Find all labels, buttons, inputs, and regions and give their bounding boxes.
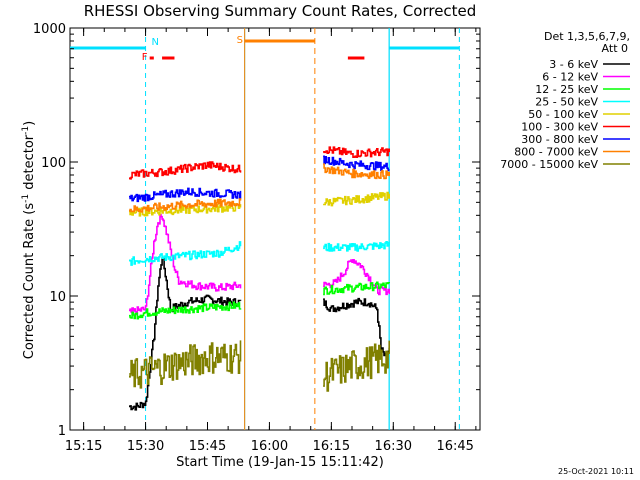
series-line-3 [323,281,391,296]
data-gap-markers [145,28,460,430]
timestamp: 25-Oct-2021 10:11 [558,467,634,476]
series-line-9 [323,340,391,392]
series-line-7 [323,155,391,172]
series-line-1 [323,297,391,357]
legend-label: 800 - 7000 keV [514,146,598,159]
series-line-7 [129,187,242,203]
flare-flag-label: F [142,52,148,63]
x-tick-label: 16:45 [436,439,473,454]
chart-title: RHESSI Observing Summary Count Rates, Co… [84,2,477,20]
flag-bars: NF S [70,35,460,63]
series-layer [129,146,391,411]
x-axis-label: Start Time (19-Jan-15 15:11:42) [176,455,384,470]
legend-header-attenuator: Att 0 [602,42,628,55]
flare-flag-bar [162,56,175,60]
series-line-4 [129,241,242,266]
flare-flag-bar [347,56,365,60]
y-tick-label: 100 [41,156,66,171]
series-line-1 [129,257,242,411]
series-line-8 [129,198,242,213]
y-axis-label: Corrected Count Rate (s-1 detector-1) [21,121,37,359]
plot-border [69,27,481,431]
legend-label: 6 - 12 keV [542,71,598,84]
x-tick-label: 16:30 [375,439,412,454]
series-line-6 [129,161,242,180]
series-line-2 [323,258,391,296]
flare-flag-bar [149,56,154,60]
x-tick-label: 15:45 [189,439,226,454]
y-axis: 1 10 100 1000 [33,22,480,439]
saa-flag-label: S [237,35,243,46]
night-flag-label: N [152,37,159,48]
series-line-8 [323,163,391,180]
saa-flag-bar [244,39,315,43]
legend-label: 3 - 6 keV [549,58,598,71]
legend-header-detectors: Det 1,3,5,6,7,9, [544,30,630,43]
series-line-5 [323,191,391,207]
y-tick-label: 1000 [33,22,66,37]
y-tick-label: 1 [58,424,66,439]
night-flag-bar [70,46,146,50]
legend-label: 25 - 50 keV [535,96,598,109]
legend-label: 300 - 800 keV [521,133,598,146]
series-line-3 [129,301,242,320]
legend-label: 50 - 100 keV [528,108,598,121]
x-axis: 15:15 15:30 15:45 16:00 16:15 16:30 16:45 [65,28,477,454]
series-line-9 [129,340,242,389]
x-tick-label: 15:30 [127,439,164,454]
x-tick-label: 16:15 [313,439,350,454]
x-tick-label: 16:00 [251,439,288,454]
y-tick-label: 10 [49,290,66,305]
x-tick-label: 15:15 [65,439,102,454]
legend-label: 7000 - 15000 keV [500,158,598,171]
legend-label: 12 - 25 keV [535,83,598,96]
series-line-6 [323,146,391,158]
plot-area [69,27,481,431]
series-line-4 [323,241,391,252]
series-line-2 [129,213,242,316]
legend-label: 100 - 300 keV [521,121,598,134]
night-flag-bar [389,46,460,50]
